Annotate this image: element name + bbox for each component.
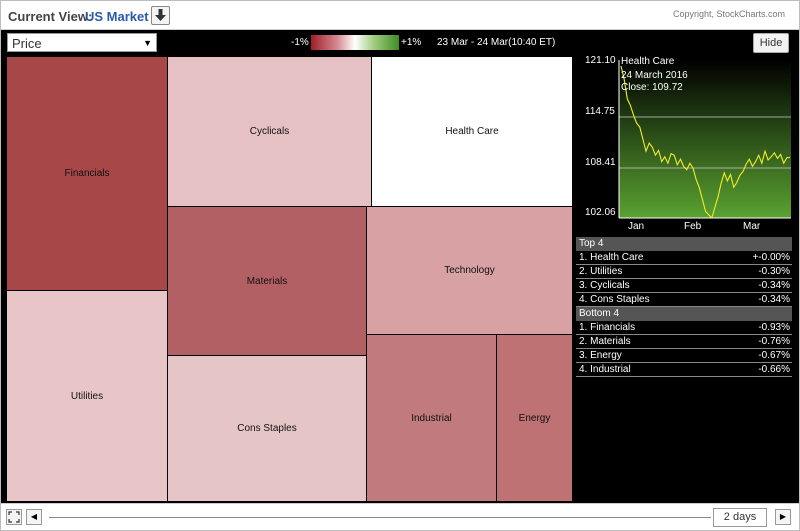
metric-select[interactable]: Price ▼ <box>7 33 157 52</box>
control-row: Price ▼ -1% +1% 23 Mar - 24 Mar(10:40 ET… <box>1 30 799 56</box>
row-pct: +-0.00% <box>752 252 790 263</box>
y-tick-label: 102.06 <box>585 207 616 218</box>
row-label: 4. Industrial <box>579 364 631 375</box>
table-row[interactable]: 3. Cyclicals -0.34% <box>576 279 792 293</box>
chart-title: Health Care <box>621 56 675 67</box>
table-row[interactable]: 1. Health Care +-0.00% <box>576 251 792 265</box>
timeline-bar: ◀ 2 days ▶ <box>1 503 799 530</box>
tile-label: Cyclicals <box>249 126 290 137</box>
download-button[interactable] <box>151 6 170 25</box>
tile-label: Financials <box>64 168 110 179</box>
top4-table: Top 4 1. Health Care +-0.00% 2. Utilities… <box>576 237 792 307</box>
period-selector[interactable]: 2 days <box>713 508 767 527</box>
table-row[interactable]: 1. Financials -0.93% <box>576 321 792 335</box>
row-label: 1. Health Care <box>579 252 644 263</box>
arrow-right-icon: ▶ <box>779 512 787 521</box>
top4-header: Top 4 <box>576 237 792 251</box>
chart-date: 24 March 2016 <box>621 70 688 81</box>
color-scale-bar <box>311 35 399 50</box>
fullscreen-icon <box>8 511 20 523</box>
download-arrow-icon <box>155 9 166 21</box>
y-tick-label: 114.75 <box>585 106 615 117</box>
arrow-left-icon: ◀ <box>30 512 38 521</box>
bottom4-header: Bottom 4 <box>576 307 792 321</box>
row-label: 2. Utilities <box>579 266 623 277</box>
row-pct: -0.76% <box>758 336 790 347</box>
table-row[interactable]: 4. Cons Staples -0.34% <box>576 293 792 307</box>
row-pct: -0.66% <box>758 364 790 375</box>
tile-label: Technology <box>444 265 495 276</box>
table-row[interactable]: 3. Energy -0.67% <box>576 349 792 363</box>
row-label: 2. Materials <box>579 336 631 347</box>
price-line <box>620 65 791 219</box>
tile-cons-staples[interactable]: Cons Staples <box>167 355 367 502</box>
tile-label: Cons Staples <box>237 423 297 434</box>
chart-close-value: Close: 109.72 <box>621 82 683 93</box>
sector-chart: 121.10 114.75 108.41 102.06 Jan Feb Mar … <box>576 55 792 235</box>
date-range-label: 23 Mar - 24 Mar(10:40 ET) <box>437 37 556 48</box>
bottom4-table: Bottom 4 1. Financials -0.93% 2. Material… <box>576 307 792 377</box>
tile-industrial[interactable]: Industrial <box>366 334 497 502</box>
table-row[interactable]: 2. Utilities -0.30% <box>576 265 792 279</box>
row-pct: -0.93% <box>758 322 790 333</box>
y-tick-label: 121.10 <box>585 55 616 66</box>
x-tick-label: Mar <box>743 221 761 232</box>
chevron-down-icon: ▼ <box>143 38 152 48</box>
row-pct: -0.67% <box>758 350 790 361</box>
tile-energy[interactable]: Energy <box>496 334 573 502</box>
copyright-text: Copyright, StockCharts.com <box>672 9 785 19</box>
tile-financials[interactable]: Financials <box>6 56 168 291</box>
x-tick-label: Jan <box>628 221 645 232</box>
scale-max-label: +1% <box>401 37 422 48</box>
plot-area <box>619 60 791 218</box>
x-tick-label: Feb <box>684 221 702 232</box>
row-label: 3. Cyclicals <box>579 280 630 291</box>
table-row[interactable]: 2. Materials -0.76% <box>576 335 792 349</box>
row-label: 3. Energy <box>579 350 622 361</box>
tile-label: Health Care <box>445 126 499 137</box>
prev-button[interactable]: ◀ <box>26 509 42 525</box>
tile-utilities[interactable]: Utilities <box>6 290 168 502</box>
row-pct: -0.34% <box>758 294 790 305</box>
row-pct: -0.30% <box>758 266 790 277</box>
tile-label: Industrial <box>411 412 452 424</box>
tile-cyclicals[interactable]: Cyclicals <box>167 56 372 207</box>
scale-min-label: -1% <box>291 37 309 48</box>
header-bar: Current View: US Market Copyright, Stock… <box>1 1 799 30</box>
row-pct: -0.34% <box>758 280 790 291</box>
table-row[interactable]: 4. Industrial -0.66% <box>576 363 792 377</box>
tile-label: Energy <box>518 412 551 424</box>
current-view-label: Current View: <box>8 9 93 24</box>
next-button[interactable]: ▶ <box>775 509 791 525</box>
y-tick-label: 108.41 <box>585 157 616 168</box>
chart-svg <box>618 60 791 219</box>
hide-button[interactable]: Hide <box>753 33 789 53</box>
tile-label: Utilities <box>70 390 104 402</box>
fullscreen-button[interactable] <box>6 509 22 525</box>
metric-select-value: Price <box>12 36 42 51</box>
timeline-slider[interactable] <box>49 517 711 518</box>
tile-label: Materials <box>246 275 288 287</box>
current-view-value[interactable]: US Market <box>85 9 149 24</box>
row-label: 4. Cons Staples <box>579 294 650 305</box>
tile-technology[interactable]: Technology <box>366 206 573 335</box>
row-label: 1. Financials <box>579 322 636 333</box>
tile-materials[interactable]: Materials <box>167 206 367 356</box>
tile-health-care[interactable]: Health Care <box>371 56 573 207</box>
